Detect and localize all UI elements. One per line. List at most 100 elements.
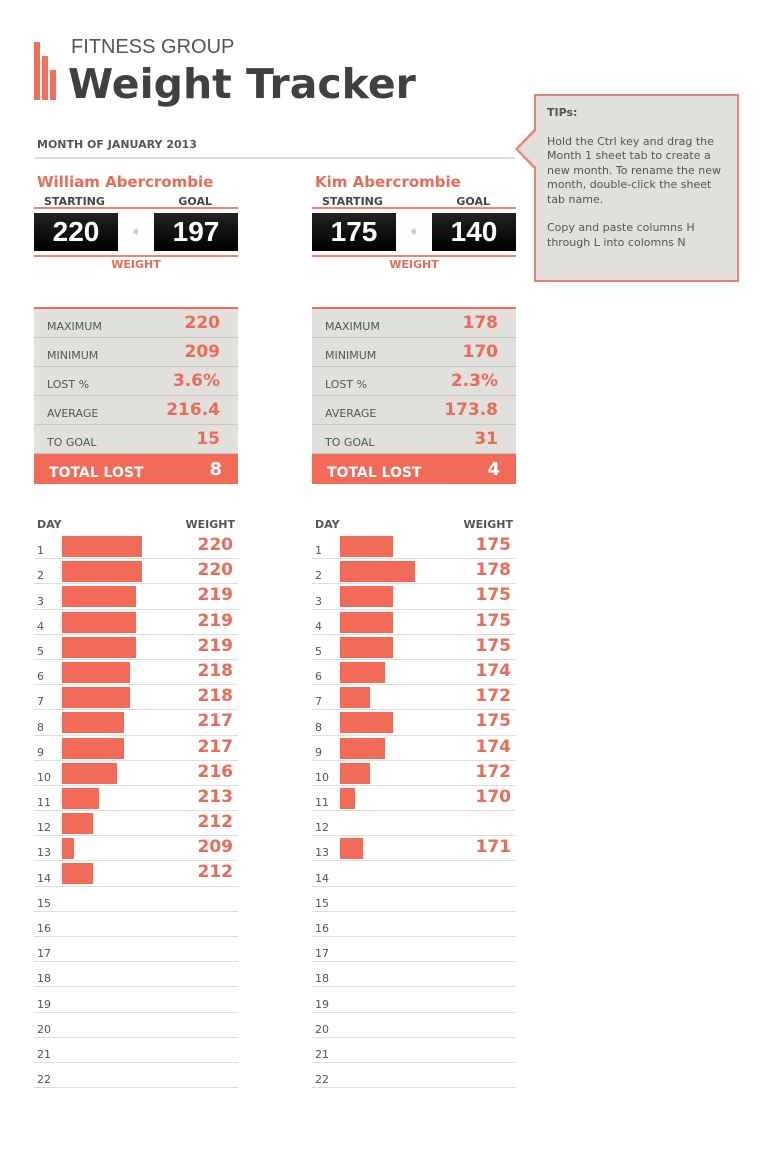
tips-title: TIPs: — [547, 106, 578, 119]
log-row[interactable]: 12 212 — [34, 811, 238, 837]
person-name: William Abercrombie — [37, 173, 214, 191]
log-row[interactable]: 4 175 — [312, 610, 516, 635]
goal-weight[interactable]: 140 — [431, 213, 516, 251]
day-number: 12 — [37, 821, 51, 835]
log-row[interactable]: 17 — [312, 937, 516, 963]
log-row[interactable]: 15 — [312, 887, 516, 912]
goal-weight[interactable]: 197 — [153, 213, 238, 251]
log-row[interactable]: 2 220 — [34, 559, 238, 585]
log-row[interactable]: 14 212 — [34, 861, 238, 887]
arrow-right-icon: ➧ — [408, 224, 420, 240]
log-row[interactable]: 17 — [34, 937, 238, 963]
weight-header: WEIGHT — [185, 518, 235, 531]
log-row[interactable]: 18 — [34, 962, 238, 988]
day-header: DAY — [37, 518, 62, 531]
starting-weight[interactable]: 220 — [34, 213, 118, 251]
log-row[interactable]: 9 217 — [34, 736, 238, 761]
stat-average: AVERAGE 216.4 — [34, 396, 238, 425]
log-row[interactable]: 4 219 — [34, 610, 238, 635]
log-row[interactable]: 15 — [34, 887, 238, 912]
weight-value: 219 — [197, 610, 234, 631]
log-row[interactable]: 20 — [34, 1013, 238, 1038]
log-row[interactable]: 19 — [34, 987, 238, 1013]
weight-bar — [340, 586, 393, 608]
stat-minimum: MINIMUM 170 — [312, 338, 516, 367]
weight-log: DAY WEIGHT 1 175 2 178 3 175 4 175 5 175 6 174 7 172 8 17… — [312, 518, 516, 1089]
weight-value: 174 — [475, 736, 512, 757]
day-number: 22 — [315, 1073, 329, 1087]
weight-bar — [340, 687, 370, 709]
log-row[interactable]: 3 219 — [34, 584, 238, 610]
log-row[interactable]: 20 — [312, 1013, 516, 1038]
day-number: 20 — [315, 1022, 329, 1036]
log-row[interactable]: 2 178 — [312, 559, 516, 585]
log-row[interactable]: 3 175 — [312, 584, 516, 610]
starting-label: STARTING — [44, 195, 105, 208]
log-row[interactable]: 22 — [34, 1063, 238, 1089]
log-row[interactable]: 6 218 — [34, 660, 238, 686]
stat-maximum: MAXIMUM 220 — [34, 309, 238, 338]
log-row[interactable]: 7 218 — [34, 685, 238, 711]
log-row[interactable]: 14 — [312, 861, 516, 887]
log-row[interactable]: 21 — [34, 1038, 238, 1063]
log-row[interactable]: 12 — [312, 811, 516, 837]
stat-value: 3.6% — [172, 371, 220, 391]
log-row[interactable]: 22 — [312, 1063, 516, 1089]
weight-value: 175 — [475, 635, 512, 656]
weight-bar — [62, 687, 130, 709]
day-number: 13 — [315, 846, 329, 860]
log-row[interactable]: 9 174 — [312, 736, 516, 761]
stat-maximum: MAXIMUM 178 — [312, 309, 516, 338]
weight-value: 212 — [197, 812, 234, 833]
log-row[interactable]: 5 219 — [34, 635, 238, 660]
weight-bar — [62, 561, 142, 583]
stat-value: 173.8 — [444, 400, 498, 420]
log-row[interactable]: 10 172 — [312, 761, 516, 786]
log-row[interactable]: 11 170 — [312, 786, 516, 812]
weight-header: WEIGHT — [463, 518, 513, 531]
log-row[interactable]: 21 — [312, 1038, 516, 1063]
log-row[interactable]: 11 213 — [34, 786, 238, 812]
stat-label: AVERAGE — [325, 406, 377, 420]
day-number: 19 — [37, 997, 51, 1011]
day-number: 8 — [37, 720, 44, 734]
stat-label: MINIMUM — [47, 348, 99, 362]
weight-value: 220 — [197, 535, 234, 555]
person-header: Kim Abercrombie STARTING GOAL 175 ➧ 140 WEI… — [312, 173, 516, 271]
month-label: MONTH OF JANUARY 2013 — [37, 138, 197, 151]
log-row[interactable]: 1 175 — [312, 534, 516, 560]
weight-value: 213 — [197, 786, 234, 807]
stat-label: MINIMUM — [325, 348, 377, 362]
stat-value: 170 — [462, 342, 499, 362]
starting-weight[interactable]: 175 — [312, 213, 396, 251]
stat-average: AVERAGE 173.8 — [312, 396, 516, 425]
log-row[interactable]: 8 175 — [312, 710, 516, 736]
stats-panel: MAXIMUM 220 MINIMUM 209 LOST % 3.6% AVERAGE 216… — [34, 307, 238, 484]
day-number: 9 — [37, 745, 44, 759]
log-row[interactable]: 1 220 — [34, 534, 238, 560]
weight-bar — [340, 536, 393, 557]
day-number: 3 — [315, 594, 322, 608]
log-row[interactable]: 18 — [312, 962, 516, 988]
log-row[interactable]: 19 — [312, 987, 516, 1013]
log-row[interactable]: 10 216 — [34, 761, 238, 786]
log-row[interactable]: 13 171 — [312, 836, 516, 862]
log-row[interactable]: 16 — [34, 912, 238, 937]
weight-value: 171 — [475, 837, 512, 858]
weight-bar — [340, 712, 393, 734]
arrow-right-icon: ➧ — [130, 224, 142, 240]
log-row[interactable]: 6 174 — [312, 660, 516, 686]
log-row[interactable]: 5 175 — [312, 635, 516, 660]
stat-label: MAXIMUM — [47, 319, 102, 333]
log-row[interactable]: 16 — [312, 912, 516, 937]
log-row[interactable]: 7 172 — [312, 685, 516, 711]
weight-value: 175 — [475, 610, 512, 631]
day-number: 10 — [37, 770, 51, 784]
log-row[interactable]: 13 209 — [34, 836, 238, 862]
person-header: William Abercrombie STARTING GOAL 220 ➧ 197… — [34, 173, 238, 271]
stat-value: 2.3% — [450, 371, 498, 391]
day-number: 22 — [37, 1073, 51, 1087]
weight-value: 212 — [197, 862, 234, 883]
log-row[interactable]: 8 217 — [34, 710, 238, 736]
weight-bar — [340, 611, 393, 633]
